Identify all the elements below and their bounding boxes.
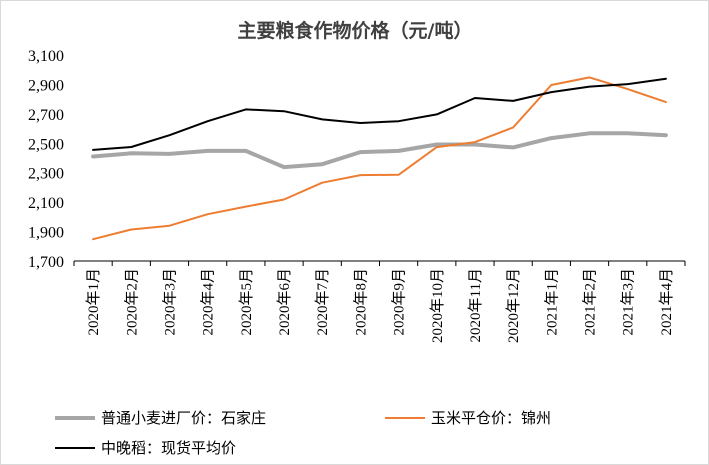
series-layer xyxy=(91,76,668,241)
legend-label: 中晚稻：现货平均价 xyxy=(101,439,236,457)
y-tick-label: 2,100 xyxy=(28,195,64,212)
x-tick-label: 2021年4月 xyxy=(658,268,675,336)
x-tick-label: 2020年6月 xyxy=(276,268,293,336)
x-tick-label: 2020年4月 xyxy=(200,268,217,336)
y-tick-label: 1,900 xyxy=(28,225,64,242)
x-tick-label: 2020年3月 xyxy=(161,268,178,336)
x-tick-label: 2021年1月 xyxy=(543,268,560,336)
x-tick-label: 2020年7月 xyxy=(314,268,331,336)
y-tick-label: 1,700 xyxy=(28,254,64,271)
x-tick-label: 2020年8月 xyxy=(352,268,369,336)
y-tick-label: 2,300 xyxy=(28,166,64,183)
x-tick-label: 2020年1月 xyxy=(85,268,102,336)
series-line-2 xyxy=(92,76,667,241)
x-tick-label: 2021年2月 xyxy=(582,268,599,336)
legend-label: 普通小麦进厂价：石家庄 xyxy=(101,409,266,427)
series-line-3 xyxy=(92,77,667,151)
y-axis: 1,700 1,900 2,100 2,300 2,500 2,700 2,900 3,100 xyxy=(28,48,64,271)
y-tick-label: 2,500 xyxy=(28,136,64,153)
x-tick-label: 2020年5月 xyxy=(238,268,255,336)
series-line-1 xyxy=(91,131,668,170)
x-tick-label: 2020年10月 xyxy=(429,268,446,343)
x-tick-label: 2020年2月 xyxy=(123,268,140,336)
legend-label: 玉米平仓价：锦州 xyxy=(431,409,551,427)
chart-title: 主要粮食作物价格（元/吨） xyxy=(238,19,473,42)
y-tick-label: 3,100 xyxy=(28,48,64,65)
x-tick-label: 2020年12月 xyxy=(505,268,522,343)
x-tick-label: 2021年3月 xyxy=(620,268,637,336)
x-axis: 2020年1月 2020年2月 2020年3月 2020年4月 2020年5月 2020年… xyxy=(73,260,686,343)
x-tick-label: 2020年11月 xyxy=(467,268,484,342)
x-tick-label: 2020年9月 xyxy=(391,268,408,336)
y-tick-label: 2,900 xyxy=(28,77,64,94)
y-tick-label: 2,700 xyxy=(28,107,64,124)
